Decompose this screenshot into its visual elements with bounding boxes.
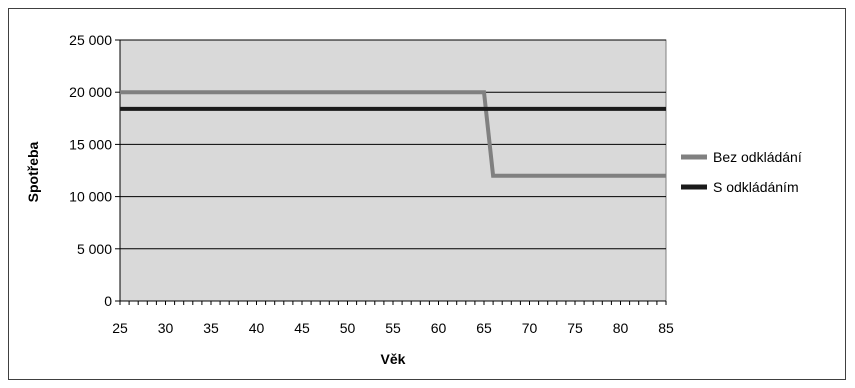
x-tick-label: 65: [476, 320, 492, 336]
y-tick-label: 5 000: [77, 241, 112, 257]
series-lines: [120, 90, 666, 178]
x-tick-label: 30: [158, 320, 174, 336]
x-tick-label: 45: [294, 320, 310, 336]
y-tick-label: 10 000: [69, 189, 112, 205]
x-tick-labels: 25 30 35 40 45 50 55 60 65 70 75 80 85: [112, 320, 674, 336]
x-tick-label: 40: [249, 320, 265, 336]
x-tick-label: 80: [613, 320, 629, 336]
y-tick-labels: 0 5 000 10 000 15 000 20 000 25 000: [69, 32, 112, 309]
x-tick-label: 55: [385, 320, 401, 336]
x-tick-label: 35: [203, 320, 219, 336]
legend-label-1: Bez odkládání: [713, 149, 802, 165]
y-tick-label: 15 000: [69, 136, 112, 152]
y-tick-label: 0: [104, 293, 112, 309]
legend: Bez odkládání S odkládáním: [681, 149, 802, 195]
x-tick-label: 50: [340, 320, 356, 336]
gridlines: [120, 39, 666, 250]
x-tick-label: 75: [567, 320, 583, 336]
x-axis-title: Věk: [381, 351, 406, 367]
series-line-1: [120, 90, 666, 178]
y-tick-label: 25 000: [69, 32, 112, 48]
y-tick-label: 20 000: [69, 84, 112, 100]
axes: [115, 39, 667, 305]
legend-label-2: S odkládáním: [713, 179, 799, 195]
y-axis-title: Spotřeba: [25, 141, 41, 202]
x-tick-label: 25: [112, 320, 128, 336]
x-tick-label: 70: [522, 320, 538, 336]
x-tick-label: 60: [431, 320, 447, 336]
plot-area: [119, 39, 667, 302]
x-tick-label: 85: [658, 320, 674, 336]
